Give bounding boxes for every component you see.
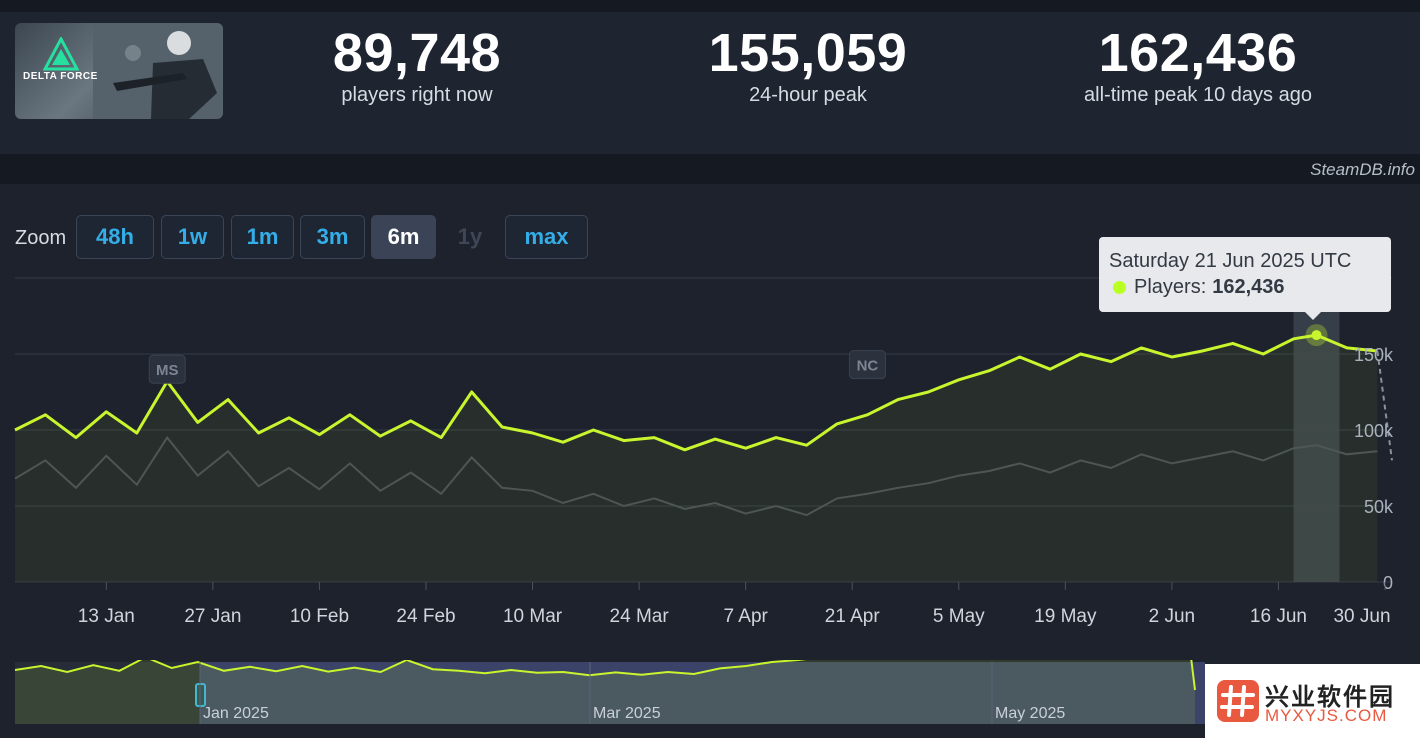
projection-line	[1376, 350, 1393, 461]
stat-24h-peak-value: 155,059	[708, 23, 908, 83]
delta-force-logo-icon	[43, 37, 79, 71]
event-flag-box	[148, 354, 186, 384]
y-tick-label: 0	[1383, 573, 1393, 593]
stat-players-now-label: players right now	[341, 84, 493, 106]
event-flag-box	[848, 350, 886, 380]
game-logo-text: DELTA FORCE	[23, 71, 98, 82]
x-tick-label: 2 Jun	[1149, 606, 1195, 627]
stat-all-time-peak-value: 162,436	[1098, 23, 1298, 83]
stat-players-now: 89,748 players right now	[257, 22, 577, 107]
x-tick-label: 16 Jun	[1250, 606, 1307, 627]
zoom-1w-button[interactable]: 1w	[161, 215, 224, 259]
steamdb-credit[interactable]: SteamDB.info	[1310, 160, 1415, 179]
stat-24h-peak: 155,059 24-hour peak	[648, 22, 968, 107]
stats-bar	[0, 12, 1420, 154]
x-tick-label: 5 May	[933, 606, 985, 627]
stat-all-time-peak: 162,436 all-time peak 10 days ago	[1038, 22, 1358, 107]
x-tick-label: 10 Mar	[503, 606, 563, 627]
tooltip-value: 162,436	[1212, 276, 1285, 298]
zoom-1y-button: 1y	[457, 224, 483, 249]
player-count-chart[interactable]: 0 50k 100k 150k 13 Jan 27 Jan 10 Feb 24 Feb 10 M…	[0, 270, 1420, 632]
x-tick-label: 19 May	[1034, 606, 1097, 627]
players-area	[15, 335, 1378, 582]
zoom-3m-button[interactable]: 3m	[300, 215, 365, 259]
range-navigator[interactable]: Jan 2025 Mar 2025 May 2025	[0, 660, 1420, 738]
soldier-artwork-icon	[93, 23, 223, 119]
navigator-label: May 2025	[995, 705, 1065, 722]
hover-band	[1293, 270, 1340, 582]
x-tick-label: 30 Jun	[1333, 606, 1390, 627]
zoom-max-button[interactable]: max	[505, 215, 588, 259]
stat-all-time-peak-label: all-time peak 10 days ago	[1084, 84, 1312, 106]
x-tick-label: 10 Feb	[290, 606, 349, 627]
tooltip-row: Players: 162,436	[1109, 275, 1381, 299]
hash-logo-icon	[1217, 680, 1259, 722]
event-flag-label: NC	[857, 358, 879, 375]
zoom-1m-button[interactable]: 1m	[231, 215, 294, 259]
stat-24h-peak-label: 24-hour peak	[749, 84, 867, 106]
players-series-dot-icon	[1113, 280, 1126, 294]
tooltip-date: Saturday 21 Jun 2025 UTC	[1109, 250, 1352, 272]
x-tick-label: 7 Apr	[723, 606, 768, 627]
game-thumbnail[interactable]: DELTA FORCE	[15, 23, 223, 119]
tooltip-series-label: Players:	[1134, 276, 1207, 298]
event-flag-label: MS	[156, 362, 179, 379]
x-tick-label: 27 Jan	[184, 606, 241, 627]
chart-tooltip: Saturday 21 Jun 2025 UTC Players: 162,43…	[1099, 237, 1391, 320]
stat-players-now-value: 89,748	[332, 23, 502, 83]
x-tick-label: 24 Feb	[396, 606, 455, 627]
y-tick-label: 50k	[1364, 497, 1394, 517]
navigator-area	[15, 660, 1195, 724]
highlight-point	[1311, 330, 1322, 341]
x-tick-label: 24 Mar	[610, 606, 670, 627]
zoom-label: Zoom	[15, 227, 67, 249]
site-watermark: 兴业软件园 MYXYJS.COM	[1205, 664, 1420, 738]
navigator-label: Mar 2025	[593, 705, 661, 722]
players-series-line	[14, 333, 1378, 452]
navigator-label: Jan 2025	[203, 705, 269, 722]
tooltip-arrow-icon	[1305, 312, 1321, 320]
watermark-subtitle: MYXYJS.COM	[1265, 706, 1388, 725]
y-tick-label: 150k	[1354, 345, 1394, 365]
event-flag: NC	[848, 350, 886, 380]
y-tick-label: 100k	[1354, 421, 1394, 441]
watermark-title: 兴业软件园	[1265, 684, 1395, 711]
event-flag: MS	[148, 354, 186, 384]
secondary-series-line	[14, 435, 1378, 517]
zoom-48h-button[interactable]: 48h	[76, 215, 154, 259]
x-tick-label: 21 Apr	[825, 606, 881, 627]
x-tick-label: 13 Jan	[78, 606, 135, 627]
navigator-line	[14, 660, 1196, 691]
zoom-6m-button[interactable]: 6m	[371, 215, 436, 259]
